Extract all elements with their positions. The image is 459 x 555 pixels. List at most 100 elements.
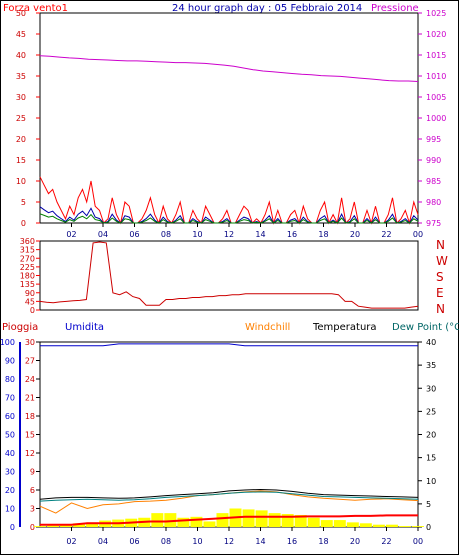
panel1-left-tick-label: 10: [16, 177, 26, 186]
right-axis-label: Pressione: [371, 3, 419, 14]
rain-rate-bar: [203, 521, 216, 527]
panel1-left-tick-label: 5: [21, 198, 26, 207]
temperature-tick-label: 15: [426, 454, 436, 463]
rain-tick-label: 9: [30, 468, 35, 477]
wind-average-line: [39, 213, 419, 224]
panel1-right-tick-label: 995: [426, 135, 441, 144]
panel3-x-tick-label: 08: [161, 537, 171, 546]
humidity-tick-label: 0: [10, 523, 15, 532]
panel2-tick-label: 180: [20, 272, 35, 281]
panel1-right-tick-label: 975: [426, 219, 441, 228]
rain-rate-bar: [268, 513, 281, 527]
humidity-tick-label: 10: [5, 505, 15, 514]
rain-tick-label: 21: [25, 394, 35, 403]
rain-rate-bar: [255, 510, 268, 527]
chart-title: 24 hour graph day : 05 Febbraio 2014: [172, 3, 362, 14]
rain-rate-bar: [190, 516, 203, 527]
panel2-tick-label: 360: [20, 237, 35, 246]
panel1-right-tick-label: 980: [426, 198, 441, 207]
panel3-x-tick-label: 18: [318, 537, 328, 546]
rain-rate-bar: [294, 514, 307, 527]
rain-rate-bar: [34, 526, 46, 527]
direction-label: E: [436, 286, 444, 300]
dewpoint-line: [39, 491, 419, 502]
panel3-x-tick-label: 04: [98, 537, 108, 546]
rain-rate-bar: [412, 526, 424, 527]
humidity-tick-label: 20: [5, 486, 15, 495]
panel2-frame: [39, 240, 419, 311]
panel3-x-tick-label: 12: [224, 537, 234, 546]
direction-label: N: [436, 238, 445, 252]
panel1-right-tick-label: 1005: [426, 93, 446, 102]
rain-rate-bar: [177, 517, 190, 527]
humidity-line: [40, 343, 418, 347]
rain-tick-label: 12: [25, 449, 35, 458]
panel3-x-tick-label: 00: [413, 537, 423, 546]
panel1-right-tick-label: 985: [426, 177, 441, 186]
rain-rate-bar: [346, 522, 359, 527]
rain-rate-bar: [307, 517, 320, 527]
panel1-left-tick-label: 25: [16, 114, 26, 123]
panel3-x-tick-label: 10: [192, 537, 202, 546]
panel1-right-tick-label: 1015: [426, 51, 446, 60]
panel1-right-tick-label: 1020: [426, 30, 446, 39]
rain-rate-bar: [372, 524, 385, 527]
wind-pressure-panel: 0510152025303540455097598098599099510001…: [16, 9, 447, 239]
panel1-left-tick-label: 15: [16, 156, 26, 165]
rain-rate-bar: [73, 523, 86, 527]
panel2-tick-label: 45: [25, 297, 35, 306]
panel1-left-tick-label: 40: [16, 51, 26, 60]
panel1-x-tick-label: 10: [192, 230, 202, 239]
panel1-right-tick-label: 1025: [426, 9, 446, 18]
panel2-tick-label: 315: [20, 246, 35, 255]
panel1-x-tick-label: 04: [98, 230, 108, 239]
humidity-tick-label: 100: [0, 338, 15, 347]
panel3-x-tick-label: 16: [287, 537, 297, 546]
rain-tick-label: 15: [25, 431, 35, 440]
panel2-tick-label: 90: [25, 289, 35, 298]
panel3-x-tick-label: 20: [350, 537, 360, 546]
rain-rate-bar: [359, 523, 372, 527]
panel3-x-tick-label: 02: [66, 537, 76, 546]
temperature-tick-label: 30: [426, 384, 436, 393]
panel3-frame: [39, 341, 419, 528]
panel2-tick-label: 0: [30, 306, 35, 315]
rain-rate-bar: [320, 520, 333, 527]
wind-speed-line: [39, 176, 419, 225]
humidity-tick-label: 80: [5, 375, 15, 384]
panel1-right-tick-label: 990: [426, 156, 441, 165]
rain-rate-bar: [216, 513, 229, 527]
wind-direction-line: [39, 241, 419, 309]
dewpoint-legend: Dew Point (°C: [392, 322, 459, 333]
temperature-tick-label: 20: [426, 431, 436, 440]
panel1-left-tick-label: 35: [16, 72, 26, 81]
temperature-legend: Temperatura: [312, 322, 377, 333]
panel1-right-tick-label: 1010: [426, 72, 446, 81]
panel2-tick-label: 270: [20, 254, 35, 263]
temperature-tick-label: 40: [426, 338, 436, 347]
direction-label: W: [436, 254, 448, 268]
panel1-x-tick-label: 08: [161, 230, 171, 239]
left-axis-label: Forza vento1: [3, 3, 68, 14]
rain-legend: Pioggia: [2, 322, 38, 333]
panel1-x-tick-label: 16: [287, 230, 297, 239]
panel2-tick-label: 135: [20, 280, 35, 289]
panel1-x-tick-label: 18: [318, 230, 328, 239]
panel1-left-tick-label: 20: [16, 135, 26, 144]
panel1-left-tick-label: 0: [21, 219, 26, 228]
panel1-x-tick-label: 02: [66, 230, 76, 239]
temperature-tick-label: 5: [426, 500, 431, 509]
rain-tick-label: 24: [25, 375, 35, 384]
panel1-x-tick-label: 20: [350, 230, 360, 239]
panel1-x-tick-label: 22: [381, 230, 391, 239]
temperature-tick-label: 35: [426, 361, 436, 370]
rain-tick-label: 6: [30, 486, 35, 495]
rain-rate-bar: [398, 526, 411, 527]
temperature-tick-label: 0: [426, 523, 431, 532]
pressure-line: [39, 55, 419, 82]
humidity-tick-label: 70: [5, 394, 15, 403]
